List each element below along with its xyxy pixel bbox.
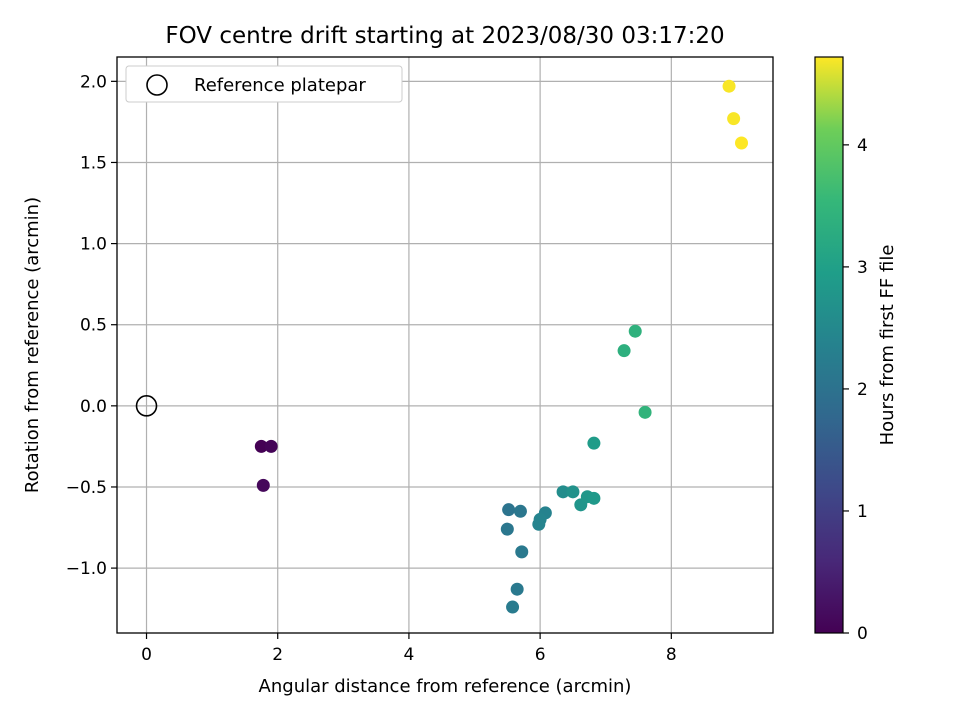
y-tick-label: 1.0 xyxy=(80,235,107,255)
colorbar: 0 1 2 3 4 Hours from first FF file xyxy=(814,56,898,644)
colorbar-tick-label: 2 xyxy=(857,380,868,400)
data-point xyxy=(722,79,736,93)
legend-label: Reference platepar xyxy=(194,75,366,96)
chart-title: FOV centre drift starting at 2023/08/30 … xyxy=(165,23,724,49)
legend-box xyxy=(125,65,403,103)
data-point xyxy=(500,522,514,536)
x-tick-label: 6 xyxy=(535,645,546,665)
data-point xyxy=(617,344,631,358)
data-point xyxy=(556,485,570,499)
x-tick-label: 4 xyxy=(404,645,415,665)
data-point xyxy=(587,436,601,450)
colorbar-tick-label: 3 xyxy=(857,258,868,278)
x-tick-label: 8 xyxy=(666,645,677,665)
y-tick-label: 0.5 xyxy=(80,316,107,336)
data-point xyxy=(638,405,652,419)
data-point xyxy=(735,136,749,150)
data-point xyxy=(502,503,516,517)
x-tick-label: 2 xyxy=(272,645,283,665)
colorbar-label: Hours from first FF file xyxy=(877,245,898,446)
y-axis-label: Rotation from reference (arcmin) xyxy=(22,197,43,493)
colorbar-tick-label: 1 xyxy=(857,502,868,522)
x-tick-label: 0 xyxy=(141,645,152,665)
data-point xyxy=(513,504,527,518)
colorbar-ticks: 0 1 2 3 4 xyxy=(843,136,868,644)
data-point xyxy=(256,478,270,492)
data-point xyxy=(727,112,741,126)
reference-point xyxy=(135,395,158,417)
data-point xyxy=(254,439,268,453)
y-tick-label: −0.5 xyxy=(66,478,107,498)
axis-ticks: 0 2 4 6 8 −1.0 −0.5 0.0 0.5 1.0 1.5 2.0 xyxy=(66,72,677,665)
data-point xyxy=(510,582,524,596)
legend: Reference platepar xyxy=(125,65,403,103)
grid xyxy=(117,57,773,633)
data-point xyxy=(532,517,546,531)
data-point xyxy=(515,545,529,559)
y-tick-label: −1.0 xyxy=(66,559,107,579)
colorbar-tick-label: 4 xyxy=(857,136,868,156)
y-tick-label: 1.5 xyxy=(80,153,107,173)
data-point xyxy=(587,491,601,505)
data-point xyxy=(264,439,278,453)
scatter-points xyxy=(254,79,749,614)
data-point xyxy=(566,485,580,499)
x-axis-label: Angular distance from reference (arcmin) xyxy=(259,676,632,697)
y-tick-label: 0.0 xyxy=(80,397,107,417)
legend-marker xyxy=(146,74,168,96)
colorbar-tick-label: 0 xyxy=(857,624,868,644)
y-tick-label: 2.0 xyxy=(80,72,107,92)
colorbar-gradient xyxy=(814,56,844,634)
data-point xyxy=(628,324,642,338)
plot-frame xyxy=(116,56,774,634)
data-point xyxy=(506,600,520,614)
